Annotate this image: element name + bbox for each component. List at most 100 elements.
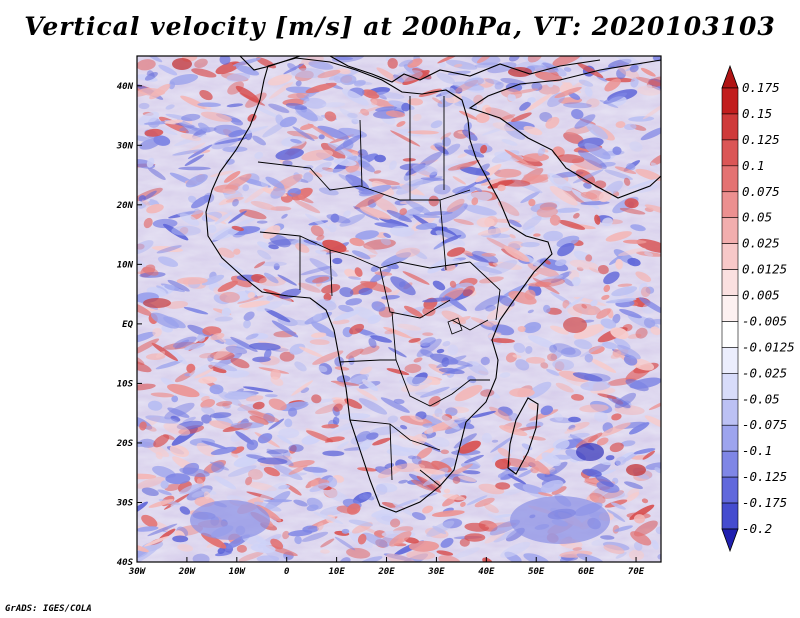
field-streak bbox=[251, 274, 267, 284]
field-streak bbox=[359, 556, 383, 562]
field-streak bbox=[264, 394, 278, 398]
field-streak bbox=[399, 208, 408, 216]
field-streak bbox=[474, 497, 495, 508]
field-streak bbox=[584, 86, 593, 97]
field-streak bbox=[602, 341, 618, 350]
field-streak bbox=[358, 398, 388, 415]
field-streak bbox=[169, 74, 199, 85]
field-streak bbox=[358, 188, 375, 195]
field-streak bbox=[392, 70, 423, 83]
field-streak bbox=[494, 81, 504, 90]
field-streak bbox=[481, 432, 492, 443]
colorbar-swatch bbox=[721, 269, 739, 296]
field-streak bbox=[633, 448, 656, 455]
field-streak bbox=[589, 492, 606, 504]
field-streak bbox=[549, 469, 558, 475]
field-streak bbox=[279, 116, 297, 128]
field-streak bbox=[328, 68, 361, 81]
field-streak bbox=[398, 59, 413, 67]
field-streak bbox=[312, 350, 344, 365]
field-streak bbox=[388, 347, 407, 358]
field-streak bbox=[313, 161, 332, 173]
field-streak bbox=[318, 134, 325, 140]
field-streak bbox=[257, 249, 272, 260]
field-streak bbox=[520, 241, 540, 248]
field-streak bbox=[480, 177, 507, 186]
field-streak bbox=[611, 286, 638, 297]
field-streak bbox=[478, 276, 504, 284]
field-streak bbox=[507, 474, 527, 485]
colorbar-label: 0.1 bbox=[742, 158, 765, 173]
lon-tick-label: 10W bbox=[229, 567, 247, 577]
field-streak bbox=[472, 360, 480, 366]
field-streak bbox=[449, 280, 457, 288]
field-streak bbox=[508, 291, 537, 305]
field-streak bbox=[407, 130, 439, 135]
field-streak bbox=[554, 259, 567, 267]
field-streak bbox=[326, 214, 351, 224]
field-streak bbox=[454, 180, 481, 196]
field-streak bbox=[401, 102, 411, 112]
field-streak bbox=[568, 432, 590, 439]
field-streak bbox=[214, 137, 248, 145]
field-streak bbox=[565, 297, 584, 309]
colorbar-label: -0.0125 bbox=[742, 339, 795, 354]
field-streak bbox=[431, 510, 465, 517]
field-streak bbox=[523, 322, 542, 334]
field-streak bbox=[203, 491, 211, 500]
field-streak bbox=[384, 329, 396, 335]
field-streak bbox=[381, 295, 400, 300]
field-streak bbox=[416, 447, 433, 460]
field-streak bbox=[236, 544, 247, 553]
field-streak bbox=[150, 392, 175, 398]
field-streak bbox=[475, 187, 483, 192]
field-streak bbox=[490, 436, 514, 453]
field-streak bbox=[495, 482, 511, 490]
field-streak bbox=[186, 363, 196, 374]
field-streak bbox=[246, 439, 259, 451]
longitude-axis: 30W 20W 10W 0 10E 20E 30E 40E 50E 60E 70E bbox=[128, 557, 645, 577]
colorbar-swatch bbox=[721, 165, 739, 193]
field-streak bbox=[152, 327, 162, 337]
field-streak bbox=[411, 433, 428, 446]
field-streak bbox=[309, 339, 330, 345]
field-streak bbox=[144, 128, 164, 137]
field-streak bbox=[334, 536, 356, 551]
field-streak bbox=[147, 523, 178, 537]
field-streak bbox=[333, 310, 360, 321]
field-streak bbox=[464, 77, 485, 87]
field-streak bbox=[371, 99, 378, 106]
field-streak bbox=[635, 168, 661, 181]
field-streak bbox=[497, 201, 520, 216]
field-streak bbox=[233, 248, 241, 255]
field-streak bbox=[518, 469, 534, 478]
field-streak bbox=[508, 412, 519, 421]
field-streak bbox=[547, 173, 573, 192]
field-streak bbox=[445, 407, 458, 417]
field-streak bbox=[649, 153, 661, 166]
field-streak bbox=[558, 370, 590, 383]
field-streak bbox=[271, 320, 299, 338]
field-streak bbox=[568, 92, 581, 100]
grads-credit: GrADS: IGES/COLA bbox=[5, 604, 92, 614]
field-streak bbox=[230, 275, 253, 288]
field-streak bbox=[360, 206, 392, 220]
field-streak bbox=[197, 122, 211, 133]
field-streak bbox=[375, 483, 398, 493]
field-streak bbox=[620, 440, 636, 447]
field-streak bbox=[252, 105, 280, 118]
field-streak bbox=[294, 535, 302, 545]
field-streak bbox=[522, 153, 549, 162]
field-streak bbox=[167, 279, 190, 292]
field-streak bbox=[390, 130, 421, 147]
field-streak bbox=[320, 538, 335, 548]
field-streak bbox=[437, 56, 460, 64]
field-streak bbox=[416, 338, 442, 357]
field-streak bbox=[590, 299, 598, 307]
field-streak bbox=[358, 160, 375, 173]
field-streak bbox=[491, 439, 499, 443]
field-streak bbox=[586, 123, 609, 140]
colorbar-swatch bbox=[721, 502, 739, 530]
field-streak bbox=[167, 407, 190, 418]
field-streak bbox=[534, 71, 563, 82]
